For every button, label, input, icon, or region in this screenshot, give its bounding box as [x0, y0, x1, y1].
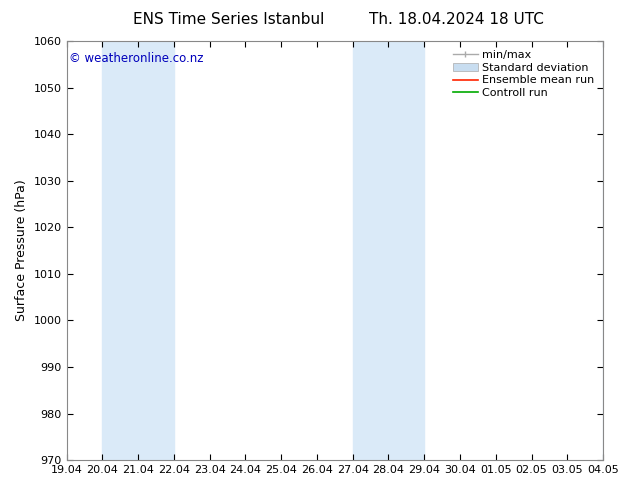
- Text: ENS Time Series Istanbul: ENS Time Series Istanbul: [133, 12, 324, 27]
- Bar: [353, 41, 424, 460]
- Text: © weatheronline.co.nz: © weatheronline.co.nz: [69, 51, 204, 65]
- Bar: [102, 41, 174, 460]
- Y-axis label: Surface Pressure (hPa): Surface Pressure (hPa): [15, 180, 28, 321]
- Legend: min/max, Standard deviation, Ensemble mean run, Controll run: min/max, Standard deviation, Ensemble me…: [450, 47, 598, 101]
- Text: Th. 18.04.2024 18 UTC: Th. 18.04.2024 18 UTC: [369, 12, 544, 27]
- Bar: [603, 41, 634, 460]
